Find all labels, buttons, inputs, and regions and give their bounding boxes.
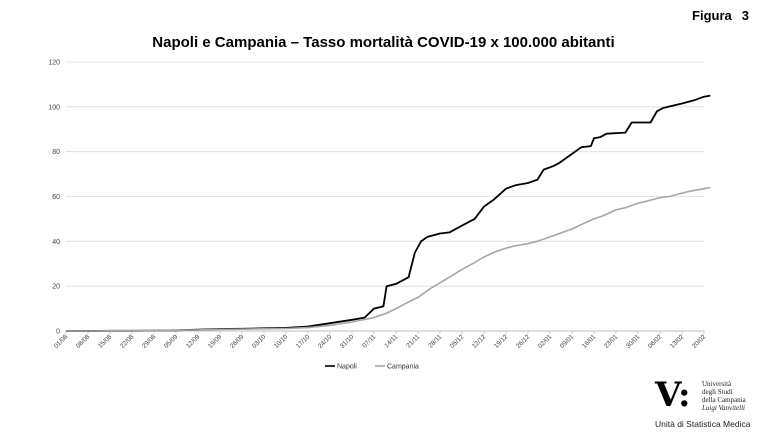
x-tick-label: 26/09 [229,333,246,350]
x-tick-label: 12/12 [471,333,488,350]
x-tick-label: 26/12 [515,333,532,350]
logo-line-4: Luigi Vanvitelli [702,404,745,412]
x-tick-label: 02/01 [537,333,554,350]
unit-name: Unità di Statistica Medica [655,419,751,429]
figure-label: Figura 3 [682,8,749,23]
x-tick-label: 19/09 [207,333,224,350]
figure-number: 3 [741,8,749,23]
legend-label: Campania [387,364,419,371]
x-tick-label: 21/11 [405,333,421,349]
x-tick-label: 05/12 [449,333,466,350]
legend-label: Napoli [337,364,357,371]
axes [65,330,705,334]
series-lines [66,94,711,332]
series-line-campania [66,186,711,332]
x-tick-label: 12/09 [185,333,202,350]
x-tick-label: 01/08 [53,333,70,350]
x-tick-label: 29/08 [141,333,158,350]
x-tick-label: 10/10 [273,333,290,350]
x-tick-label: 14/11 [383,333,399,349]
x-tick-label: 16/01 [581,333,598,350]
y-tick-label: 120 [48,60,60,67]
y-tick-label: 40 [52,239,60,246]
legend: Napoli Campania [325,364,419,371]
chart-title: Napoli e Campania – Tasso mortalità COVI… [152,34,615,51]
x-tick-label: 30/01 [625,333,642,350]
x-tick-label: 03/10 [251,333,268,350]
y-tick-label: 0 [56,329,60,336]
x-tick-label: 08/08 [75,333,92,350]
x-tick-label: 17/10 [295,333,312,350]
logo-text: Università degli Studi della Campania Lu… [702,380,746,412]
x-tick-label: 13/02 [669,333,686,350]
x-tick-label: 23/01 [603,333,620,350]
x-tick-label: 06/02 [647,333,664,350]
grid-lines [66,61,704,287]
logo-line-2: degli Studi [702,388,733,396]
x-tick-label: 15/08 [97,333,114,350]
figure-label-text: Figura [692,8,732,23]
y-tick-label: 60 [52,194,60,201]
x-tick-label: 09/01 [559,333,576,350]
logo-line-1: Università [702,380,732,388]
x-tick-label: 07/11 [361,333,377,349]
x-tick-label: 28/11 [427,333,443,349]
x-tick-label: 05/09 [163,333,180,350]
x-tick-label: 31/10 [339,333,356,350]
university-logo: V: Università degli Studi della Campania… [655,378,765,432]
y-tick-labels: 0 20 40 60 80 100 120 [48,60,60,336]
x-tick-label: 19/12 [493,333,510,350]
x-tick-label: 22/08 [119,333,136,350]
y-tick-label: 80 [52,149,60,156]
logo-line-3: della Campania [702,396,746,404]
x-tick-labels: 01/08 08/08 15/08 22/08 29/08 05/09 12/09 19/09… [53,333,708,350]
y-tick-label: 20 [52,284,60,291]
x-tick-label: 24/10 [317,333,334,350]
x-tick-label: 20/02 [691,333,708,350]
series-line-napoli [66,94,711,332]
y-tick-label: 100 [48,104,60,111]
logo-mark: V: [655,375,691,415]
